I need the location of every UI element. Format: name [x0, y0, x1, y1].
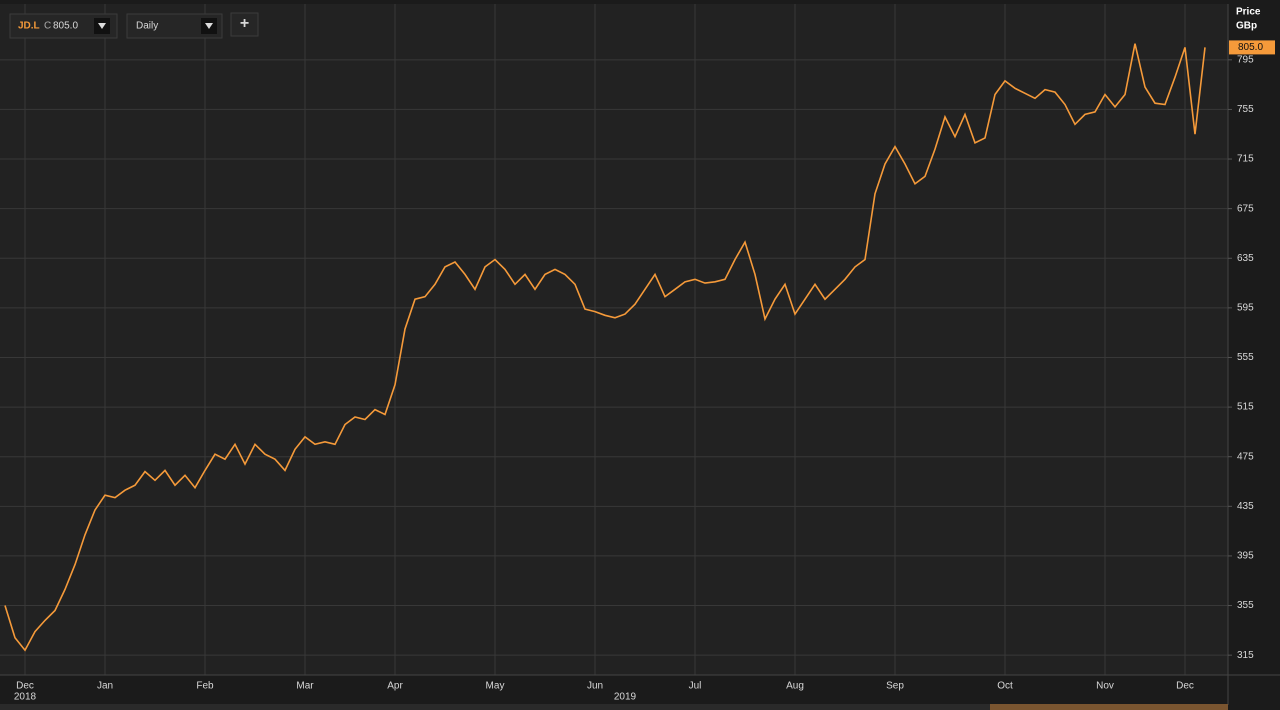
scrollbar[interactable] [0, 704, 1228, 710]
y-tick-label: 395 [1237, 551, 1254, 562]
y-tick-label: 435 [1237, 501, 1254, 512]
last-price-tag [1229, 40, 1275, 55]
x-tick-label: Apr [387, 681, 403, 692]
scroll-thumb[interactable] [990, 704, 1228, 710]
y-tick-label: 715 [1237, 154, 1254, 165]
ric: JD.L [18, 21, 40, 32]
add-icon: + [240, 15, 249, 32]
x-tick-label: Feb [196, 681, 214, 692]
y-tick-label: 315 [1237, 650, 1254, 661]
dropdown-arrow [205, 23, 213, 29]
close: 805.0 [53, 21, 78, 32]
y-tick-label: 515 [1237, 402, 1254, 413]
x-tick-label: Jul [689, 681, 702, 692]
x-tick-label: Sep [886, 681, 904, 692]
y-tick-label: 755 [1237, 104, 1254, 115]
x-tick-label: Jun [587, 681, 603, 692]
y-axis-title: Price [1236, 7, 1261, 18]
price-line [4, 43, 1206, 652]
x-tick-label: Aug [786, 681, 804, 692]
y-tick-label: 595 [1237, 303, 1254, 314]
plot-area [0, 4, 1228, 675]
x-tick-label: Jan [97, 681, 113, 692]
y-tick-label: 675 [1237, 203, 1254, 214]
x-tick-label: May [486, 681, 505, 692]
x-year-label: 2018 [14, 692, 37, 703]
y-axis-unit: GBp [1236, 21, 1257, 32]
y-tick-label: 555 [1237, 352, 1254, 363]
x-tick-label: Dec [1176, 681, 1194, 692]
x-tick-label: Dec [16, 681, 34, 692]
x-year-label: 2019 [614, 692, 637, 703]
interval: Daily [136, 21, 158, 32]
close-prefix: C [44, 21, 51, 32]
y-tick-label: 355 [1237, 600, 1254, 611]
last-price-label: 805.0 [1238, 42, 1263, 53]
y-tick-label: 795 [1237, 54, 1254, 65]
toolbar: JD.L C 805.0 Daily + [9, 12, 259, 39]
add-button[interactable] [230, 12, 259, 37]
dropdown-arrow [98, 23, 106, 29]
x-tick-label: Oct [997, 681, 1013, 692]
x-tick-label: Mar [296, 681, 314, 692]
y-tick-label: 475 [1237, 451, 1254, 462]
y-tick-label: 635 [1237, 253, 1254, 264]
x-tick-label: Nov [1096, 681, 1114, 692]
